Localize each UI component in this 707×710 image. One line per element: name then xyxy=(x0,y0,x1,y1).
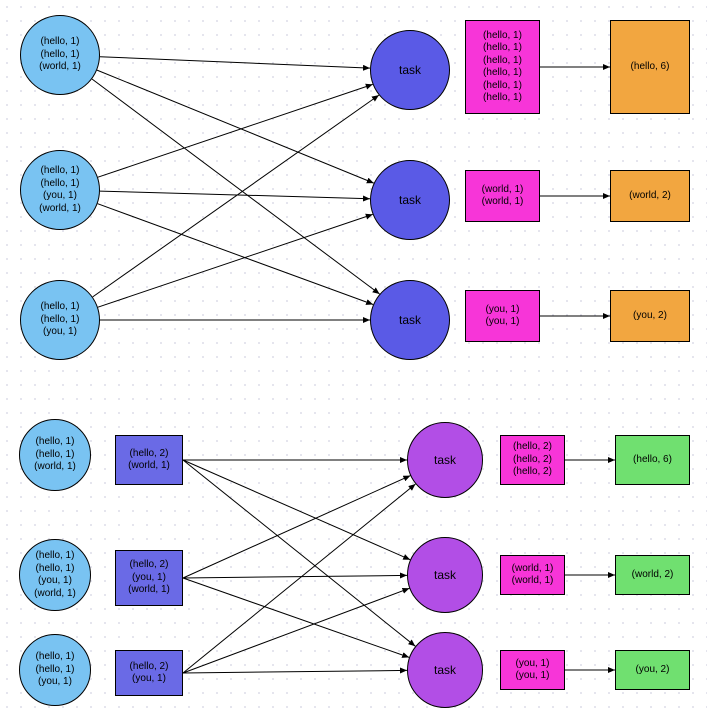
node-B2: (hello, 1) (hello, 1) (you, 1) (world, 1… xyxy=(19,539,91,611)
node-M3: (you, 1) (you, 1) xyxy=(465,290,540,342)
node-label: (you, 1) (you, 1) xyxy=(486,304,520,329)
edge-S3-P1 xyxy=(183,484,416,673)
node-N3: (you, 1) (you, 1) xyxy=(500,650,565,690)
node-A2: (hello, 1) (hello, 1) (you, 1) (world, 1… xyxy=(20,150,100,230)
node-B1: (hello, 1) (hello, 1) (world, 1) xyxy=(19,419,91,491)
node-label: task xyxy=(434,453,456,468)
node-O3: (you, 2) xyxy=(610,290,690,342)
node-O1: (hello, 6) xyxy=(610,20,690,114)
node-T1: task xyxy=(370,30,450,110)
node-label: (you, 2) xyxy=(633,310,667,323)
node-label: task xyxy=(399,313,421,328)
node-label: (hello, 1) (hello, 1) (hello, 1) (hello,… xyxy=(483,30,522,105)
node-label: task xyxy=(434,568,456,583)
edge-A2-T2 xyxy=(100,191,370,199)
node-label: task xyxy=(399,193,421,208)
edge-A3-T2 xyxy=(98,214,373,307)
node-label: (hello, 2) (hello, 2) (hello, 2) xyxy=(513,441,552,479)
node-label: (you, 1) (you, 1) xyxy=(516,658,550,683)
node-label: (hello, 6) xyxy=(631,61,670,74)
node-M1: (hello, 1) (hello, 1) (hello, 1) (hello,… xyxy=(465,20,540,114)
node-G1: (hello, 6) xyxy=(615,435,690,485)
node-label: (hello, 1) (hello, 1) (you, 1) (world, 1… xyxy=(39,165,81,215)
node-label: (world, 1) (world, 1) xyxy=(512,563,554,588)
edge-S2-P1 xyxy=(183,476,410,578)
node-label: (hello, 6) xyxy=(633,454,672,467)
node-G2: (world, 2) xyxy=(615,555,690,595)
node-label: task xyxy=(434,663,456,678)
node-T2: task xyxy=(370,160,450,240)
edge-A1-T3 xyxy=(92,79,380,294)
node-label: (world, 2) xyxy=(632,569,674,582)
node-A3: (hello, 1) (hello, 1) (you, 1) xyxy=(20,280,100,360)
node-N2: (world, 1) (world, 1) xyxy=(500,555,565,595)
node-T3: task xyxy=(370,280,450,360)
edge-S3-P3 xyxy=(183,670,407,673)
node-label: (you, 2) xyxy=(636,664,670,677)
node-G3: (you, 2) xyxy=(615,650,690,690)
edge-A1-T2 xyxy=(97,70,374,183)
edge-S2-P2 xyxy=(183,575,407,578)
node-S3: (hello, 2) (you, 1) xyxy=(115,650,183,696)
node-P1: task xyxy=(407,422,483,498)
node-label: (hello, 1) (hello, 1) (world, 1) xyxy=(34,436,76,474)
node-M2: (world, 1) (world, 1) xyxy=(465,170,540,222)
node-N1: (hello, 2) (hello, 2) (hello, 2) xyxy=(500,435,565,485)
node-label: (hello, 2) (you, 1) xyxy=(130,661,169,686)
edge-A2-T1 xyxy=(98,84,373,177)
node-label: (world, 2) xyxy=(629,190,671,203)
edge-S3-P2 xyxy=(183,588,409,673)
node-A1: (hello, 1) (hello, 1) (world, 1) xyxy=(20,15,100,95)
edge-A2-T3 xyxy=(98,204,374,305)
node-O2: (world, 2) xyxy=(610,170,690,222)
node-S1: (hello, 2) (world, 1) xyxy=(115,435,183,485)
edge-A1-T1 xyxy=(100,57,370,68)
node-label: (hello, 2) (world, 1) xyxy=(128,448,170,473)
node-label: (world, 1) (world, 1) xyxy=(482,184,524,209)
node-label: (hello, 1) (hello, 1) (world, 1) xyxy=(39,36,81,74)
node-P2: task xyxy=(407,537,483,613)
node-B3: (hello, 1) (hello, 1) (you, 1) xyxy=(19,634,91,706)
node-label: (hello, 1) (hello, 1) (you, 1) xyxy=(41,301,80,339)
edges-layer xyxy=(0,0,707,710)
edge-S1-P2 xyxy=(183,460,410,560)
edge-A3-T1 xyxy=(93,95,379,297)
node-S2: (hello, 2) (you, 1) (world, 1) xyxy=(115,550,183,606)
node-label: (hello, 1) (hello, 1) (you, 1) xyxy=(36,651,75,689)
node-label: task xyxy=(399,63,421,78)
node-label: (hello, 2) (you, 1) (world, 1) xyxy=(128,559,170,597)
node-P3: task xyxy=(407,632,483,708)
node-label: (hello, 1) (hello, 1) (you, 1) (world, 1… xyxy=(34,550,76,600)
